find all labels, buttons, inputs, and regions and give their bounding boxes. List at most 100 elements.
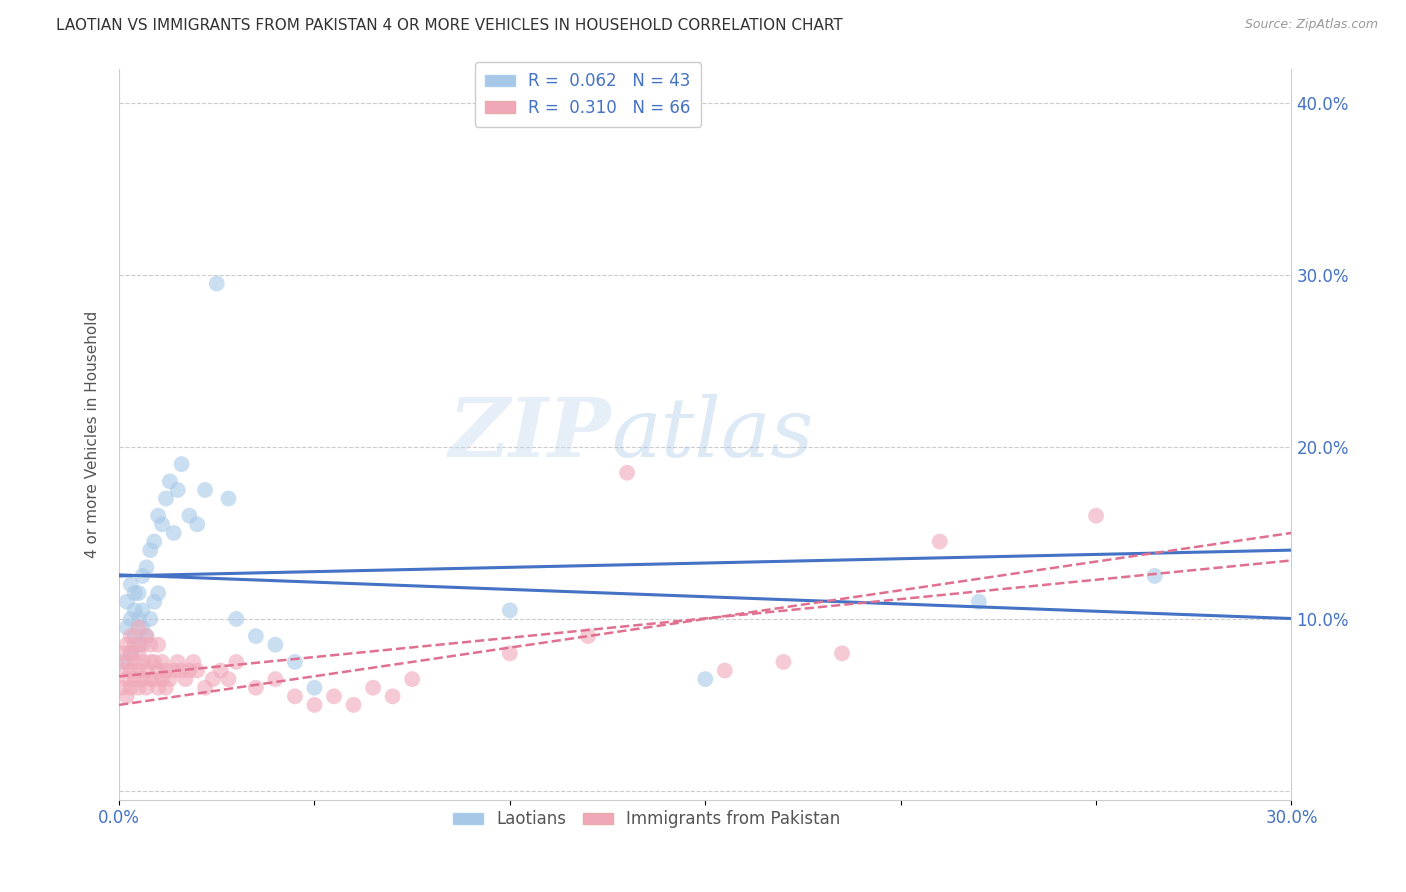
Point [323, 690, 346, 704]
Point [146, 638, 169, 652]
Point [131, 655, 153, 669]
Point [163, 525, 186, 540]
Point [166, 483, 188, 497]
Point [967, 595, 990, 609]
Text: LAOTIAN VS IMMIGRANTS FROM PAKISTAN 4 OR MORE VEHICLES IN HOUSEHOLD CORRELATION : LAOTIAN VS IMMIGRANTS FROM PAKISTAN 4 OR… [56, 18, 844, 33]
Point [499, 603, 522, 617]
Point [181, 655, 204, 669]
Point [131, 603, 153, 617]
Point [115, 655, 138, 669]
Point [361, 681, 384, 695]
Point [131, 621, 153, 635]
Point [194, 483, 217, 497]
Point [186, 517, 208, 532]
Point [217, 491, 239, 506]
Point [245, 629, 267, 643]
Point [124, 672, 146, 686]
Point [146, 586, 169, 600]
Point [128, 681, 150, 695]
Point [1143, 569, 1166, 583]
Point [225, 655, 247, 669]
Point [304, 681, 326, 695]
Point [139, 672, 162, 686]
Point [135, 664, 157, 678]
Point [179, 508, 201, 523]
Point [139, 638, 162, 652]
Point [111, 664, 134, 678]
Point [150, 655, 173, 669]
Point [217, 672, 239, 686]
Point [616, 466, 638, 480]
Point [139, 655, 162, 669]
Point [120, 664, 142, 678]
Point [264, 672, 287, 686]
Point [166, 655, 188, 669]
Point [928, 534, 950, 549]
Point [150, 517, 173, 532]
Point [120, 646, 142, 660]
Point [772, 655, 794, 669]
Point [499, 646, 522, 660]
Text: Source: ZipAtlas.com: Source: ZipAtlas.com [1244, 18, 1378, 31]
Point [201, 672, 224, 686]
Point [120, 577, 142, 591]
Point [714, 664, 737, 678]
Point [115, 621, 138, 635]
Point [342, 698, 364, 712]
Point [115, 595, 138, 609]
Point [170, 664, 193, 678]
Text: ZIP: ZIP [449, 394, 612, 474]
Point [128, 646, 150, 660]
Point [139, 543, 162, 558]
Point [146, 508, 169, 523]
Point [155, 681, 177, 695]
Point [831, 646, 853, 660]
Point [150, 672, 173, 686]
Point [209, 664, 232, 678]
Point [284, 690, 307, 704]
Point [128, 638, 150, 652]
Point [576, 629, 599, 643]
Point [245, 681, 267, 695]
Point [115, 638, 138, 652]
Point [135, 560, 157, 574]
Point [120, 681, 142, 695]
Point [120, 629, 142, 643]
Point [135, 629, 157, 643]
Point [146, 664, 169, 678]
Point [179, 664, 201, 678]
Point [131, 569, 153, 583]
Point [128, 664, 150, 678]
Point [124, 603, 146, 617]
Point [120, 612, 142, 626]
Point [128, 612, 150, 626]
Point [264, 638, 287, 652]
Point [194, 681, 217, 695]
Point [401, 672, 423, 686]
Point [111, 681, 134, 695]
Point [124, 586, 146, 600]
Point [143, 655, 166, 669]
Point [124, 655, 146, 669]
Point [120, 646, 142, 660]
Point [131, 672, 153, 686]
Point [304, 698, 326, 712]
Point [159, 672, 181, 686]
Point [155, 664, 177, 678]
Point [143, 595, 166, 609]
Point [174, 672, 197, 686]
Point [111, 646, 134, 660]
Text: atlas: atlas [612, 394, 814, 474]
Point [124, 629, 146, 643]
Point [155, 491, 177, 506]
Point [284, 655, 307, 669]
Point [159, 475, 181, 489]
Point [146, 681, 169, 695]
Point [170, 457, 193, 471]
Point [115, 672, 138, 686]
Point [131, 638, 153, 652]
Point [124, 638, 146, 652]
Point [695, 672, 717, 686]
Point [225, 612, 247, 626]
Legend: Laotians, Immigrants from Pakistan: Laotians, Immigrants from Pakistan [446, 804, 846, 835]
